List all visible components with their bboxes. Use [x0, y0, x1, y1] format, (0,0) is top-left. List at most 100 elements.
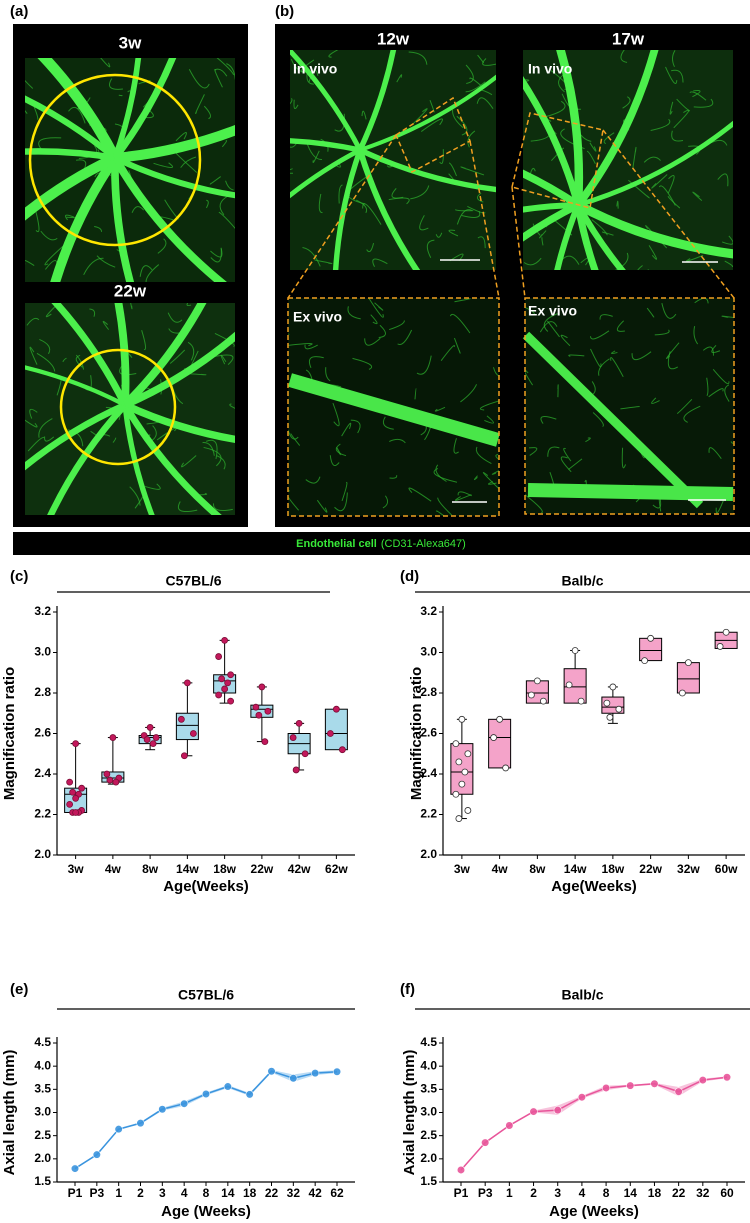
capillary — [461, 210, 481, 218]
capillary — [592, 412, 604, 428]
capillary — [661, 302, 677, 319]
capillary — [457, 491, 472, 497]
capillary — [525, 369, 534, 386]
capillary — [177, 501, 198, 513]
capillary — [616, 200, 619, 209]
capillary — [525, 494, 543, 514]
capillary — [157, 238, 167, 254]
capillary — [361, 110, 367, 120]
capillary — [27, 436, 45, 452]
capillary — [338, 184, 343, 204]
data-point — [70, 1164, 80, 1173]
capillary — [543, 313, 558, 332]
data-point — [289, 1074, 298, 1083]
capillary — [622, 96, 631, 109]
vessel — [527, 483, 734, 501]
capillary — [460, 384, 478, 403]
vessel — [357, 50, 397, 152]
y-tick-label: 2.4 — [420, 766, 437, 780]
capillary — [460, 166, 485, 176]
data-point — [452, 740, 460, 748]
data-point — [496, 715, 504, 723]
capillary — [389, 475, 398, 479]
capillary — [203, 446, 222, 467]
capillary — [210, 248, 222, 263]
y-tick-label: 2.6 — [420, 726, 437, 740]
capillary — [665, 66, 678, 84]
y-axis-label: Magnification ratio — [408, 667, 425, 800]
capillary — [476, 192, 484, 203]
data-point — [577, 1093, 587, 1102]
data-point — [615, 705, 623, 713]
zoom-line — [602, 129, 735, 299]
capillary — [290, 98, 293, 105]
x-tick-label: 3w — [68, 862, 85, 876]
capillary — [676, 398, 693, 414]
capillary — [67, 429, 84, 447]
data-point — [539, 697, 547, 705]
data-point — [72, 740, 80, 748]
y-tick-label: 3.0 — [420, 1105, 437, 1119]
capillary — [603, 132, 615, 144]
capillary — [131, 206, 145, 213]
vessel — [575, 200, 733, 259]
capillary — [29, 408, 38, 419]
capillary — [477, 54, 485, 64]
capillary — [205, 199, 209, 209]
data-point — [332, 1067, 342, 1076]
capillary — [308, 69, 319, 83]
data-point — [716, 643, 724, 650]
capillary — [109, 78, 123, 90]
panel-label: (b) — [275, 3, 294, 20]
capillary — [454, 209, 474, 212]
capillary — [711, 344, 721, 354]
capillary — [558, 74, 565, 93]
y-tick-label: 2.8 — [420, 685, 437, 699]
data-point — [678, 689, 686, 697]
data-point — [722, 1073, 732, 1082]
capillary — [434, 406, 446, 412]
vessel — [25, 365, 126, 407]
x-tick-label: 4w — [492, 862, 509, 876]
capillary — [308, 356, 324, 369]
data-point — [255, 711, 263, 719]
capillary — [25, 79, 34, 89]
vessel — [113, 155, 235, 199]
image-label: In vivo — [528, 61, 572, 77]
x-axis-label: Age(Weeks) — [551, 878, 637, 895]
vessel-group — [25, 58, 235, 282]
capillary — [693, 98, 714, 108]
x-tick-label: 14w — [176, 862, 199, 876]
data-point — [264, 707, 272, 715]
vessel — [290, 50, 363, 152]
x-tick-label: 4w — [105, 862, 122, 876]
vessel — [122, 403, 222, 515]
vessel — [575, 203, 626, 270]
y-tick-label: 1.5 — [34, 1174, 51, 1188]
data-point — [326, 730, 334, 737]
x-tick-label: P3 — [89, 1186, 104, 1200]
data-point — [215, 691, 223, 699]
data-point — [301, 750, 309, 758]
data-point — [69, 788, 77, 796]
capillary — [591, 219, 608, 236]
y-tick-label: 2.0 — [420, 1151, 437, 1165]
data-point — [455, 758, 463, 766]
data-point — [650, 1079, 659, 1088]
capillary — [692, 191, 703, 202]
x-tick-label: 2 — [530, 1186, 537, 1200]
capillary — [424, 426, 432, 441]
vessel-group — [288, 298, 499, 516]
capillary — [646, 307, 655, 318]
capillary — [226, 63, 235, 80]
micrograph — [525, 298, 734, 514]
capillary — [435, 232, 443, 238]
caption-rest: (CD31-Alexa647) — [381, 538, 466, 550]
capillary — [673, 109, 690, 129]
capillary — [525, 306, 535, 316]
capillary — [546, 100, 566, 117]
capillary — [454, 298, 471, 303]
y-tick-label: 2.5 — [420, 1128, 437, 1142]
capillary — [589, 142, 597, 152]
data-point — [606, 713, 614, 721]
